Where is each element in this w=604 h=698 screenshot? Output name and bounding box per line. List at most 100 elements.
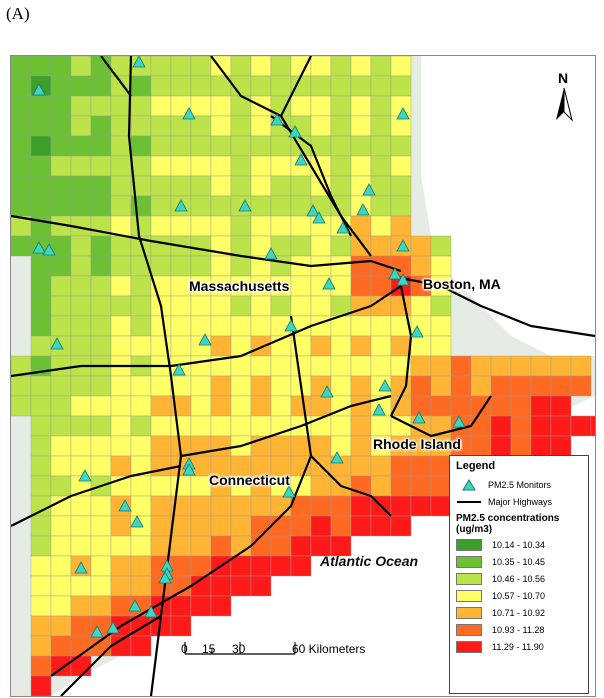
legend-class-row: 10.35 - 10.45 [456,555,582,569]
grid-cell [410,395,432,417]
legend-swatch [456,641,482,653]
grid-cell [110,435,132,457]
grid-cell [250,295,272,317]
grid-cell [590,415,595,437]
grid-cell [30,655,52,677]
grid-cell [130,435,152,457]
grid-cell [50,295,72,317]
grid-cell [270,195,292,217]
grid-cell [410,475,432,497]
grid-cell [70,415,92,437]
grid-cell [70,615,92,637]
grid-cell [470,435,492,457]
grid-cell [270,155,292,177]
grid-cell [330,515,352,537]
highway-line [11,285,402,378]
grid-cell [530,435,552,457]
monitor-marker [270,113,284,126]
grid-cell [530,355,552,377]
grid-cell [110,375,132,397]
grid-cell [150,315,172,337]
grid-cell [130,75,152,97]
grid-cell [350,375,372,397]
grid-cell [50,615,72,637]
highway-line [310,455,392,517]
highway-line [180,394,392,458]
grid-cell [11,115,32,137]
grid-cell [270,215,292,237]
grid-cell [50,75,72,97]
grid-cell [150,235,172,257]
monitor-marker [312,211,326,224]
grid-cell [90,295,112,317]
monitor-marker [32,241,46,254]
scale-tick-15: 15 [202,642,216,656]
grid-cell [510,375,532,397]
grid-cell [50,155,72,177]
grid-cell [390,495,412,517]
grid-cell [430,395,452,417]
grid-cell [90,435,112,457]
grid-cell [190,56,212,77]
grid-cell [330,115,352,137]
grid-cell [350,415,372,437]
highway-line [280,56,312,117]
grid-cell [70,255,92,277]
grid-cell [11,95,32,117]
monitor-marker [282,485,296,498]
grid-cell [510,415,532,437]
grid-cell [170,175,192,197]
grid-cell [190,155,212,177]
grid-cell [50,56,72,77]
grid-cell [11,175,32,197]
grid-cell [210,535,232,557]
legend-monitor-row: PM2.5 Monitors [456,478,582,492]
monitor-marker [356,203,370,216]
grid-cell [190,395,212,417]
grid-cell [90,395,112,417]
grid-cell [330,56,352,77]
grid-cell [430,335,452,357]
grid-cell [70,135,92,157]
map-frame: Massachusetts Boston, MA Rhode Island Co… [10,55,596,697]
grid-cell [110,95,132,117]
grid-cell [250,56,272,77]
monitor-marker [32,83,46,96]
grid-cell [90,175,112,197]
grid-cell [190,475,212,497]
grid-cell [90,75,112,97]
grid-cell [110,415,132,437]
grid-cell [110,195,132,217]
grid-cell [30,155,52,177]
grid-cell [50,255,72,277]
grid-cell [30,375,52,397]
grid-cell [570,375,592,397]
grid-cell [230,395,252,417]
grid-cell [430,375,452,397]
grid-cell [430,355,452,377]
grid-cell [230,255,252,277]
north-arrow-icon [556,87,573,122]
grid-cell [170,415,192,437]
grid-cell [470,375,492,397]
grid-cell [30,95,52,117]
monitor-marker [132,56,146,68]
grid-cell [310,395,332,417]
grid-cell [270,555,292,577]
grid-cell [230,295,252,317]
monitor-marker [388,267,402,280]
grid-cell [210,515,232,537]
grid-cell [110,575,132,597]
grid-cell [110,515,132,537]
grid-cell [390,515,412,537]
grid-cell [570,415,592,437]
grid-cell [11,135,32,157]
grid-cell [250,135,272,157]
grid-cell [130,415,152,437]
grid-cell [330,75,352,97]
grid-cell [290,195,312,217]
label-massachusetts: Massachusetts [189,278,290,294]
grid-cell [230,415,252,437]
grid-cell [470,355,492,377]
grid-cell [310,75,332,97]
